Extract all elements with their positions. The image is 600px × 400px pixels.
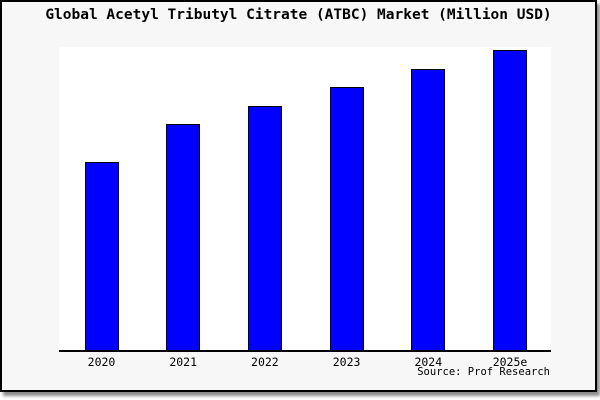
x-tick-label-2021: 2021 <box>169 355 198 369</box>
bar-2024 <box>411 69 446 350</box>
source-note: Source: Prof Research <box>417 366 550 378</box>
x-tick-label-2022: 2022 <box>251 355 279 369</box>
x-tick-label-2020: 2020 <box>87 355 116 369</box>
bar-2022 <box>247 106 282 350</box>
plot-area <box>59 47 551 352</box>
chart-title: Global Acetyl Tributyl Citrate (ATBC) Ma… <box>45 7 552 23</box>
bar-2021 <box>166 124 201 350</box>
bar-2023 <box>329 87 364 350</box>
chart-frame: Global Acetyl Tributyl Citrate (ATBC) Ma… <box>0 0 597 392</box>
x-axis-ticks: 2020 2021 2022 2023 2024 2025e <box>59 355 551 371</box>
x-tick-label-2024: 2024 <box>414 355 443 369</box>
bar-2020 <box>84 162 119 350</box>
x-tick-label-2023: 2023 <box>332 355 361 369</box>
bar-2025e <box>493 50 527 350</box>
x-tick-label-2025e: 2025e <box>492 355 528 369</box>
